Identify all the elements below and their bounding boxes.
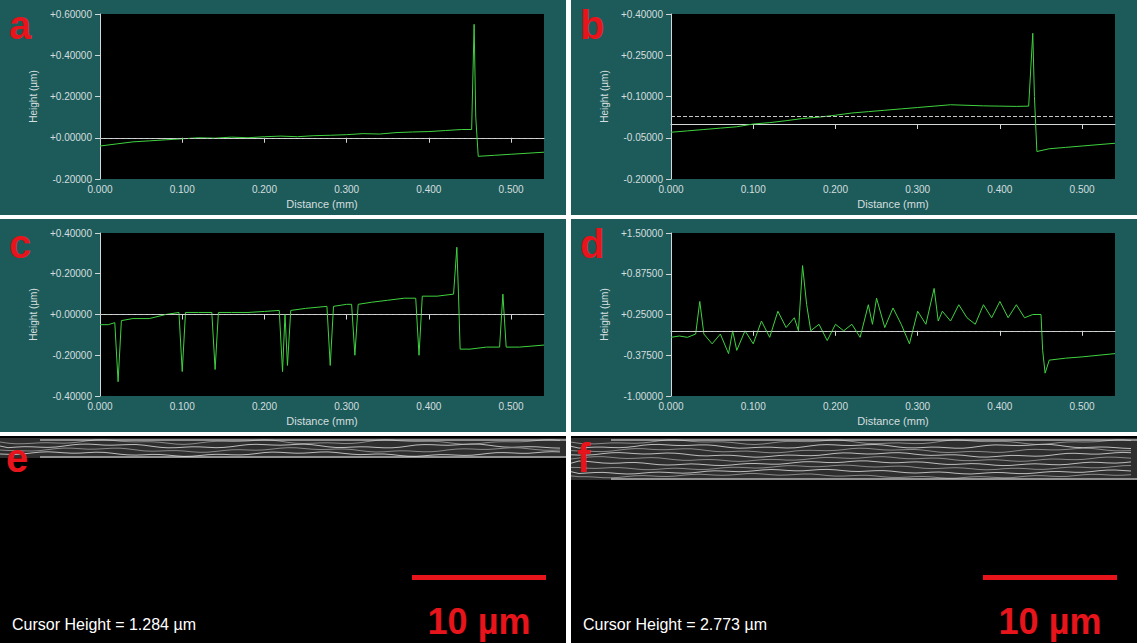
svg-text:0.300: 0.300	[905, 401, 930, 412]
svg-text:0.000: 0.000	[658, 184, 683, 195]
svg-text:0.200: 0.200	[823, 401, 848, 412]
svg-text:0.000: 0.000	[658, 401, 683, 412]
svg-text:+0.40000: +0.40000	[50, 50, 92, 61]
svg-text:Distance (mm): Distance (mm)	[286, 198, 358, 210]
svg-text:0.300: 0.300	[905, 184, 930, 195]
svg-text:+0.25000: +0.25000	[621, 50, 663, 61]
svg-text:+1.50000: +1.50000	[621, 228, 663, 239]
svg-text:0.500: 0.500	[1070, 401, 1095, 412]
svg-text:0.100: 0.100	[170, 401, 195, 412]
svg-text:-0.20000: -0.20000	[53, 174, 93, 185]
svg-text:+0.60000: +0.60000	[50, 9, 92, 20]
svg-text:0.100: 0.100	[741, 184, 766, 195]
svg-text:Distance (mm): Distance (mm)	[286, 415, 358, 427]
svg-text:0.300: 0.300	[334, 401, 359, 412]
svg-text:Cursor Height = 2.773 µm: Cursor Height = 2.773 µm	[583, 616, 767, 633]
svg-text:0.300: 0.300	[334, 184, 359, 195]
svg-text:0.500: 0.500	[499, 184, 524, 195]
svg-text:+0.10000: +0.10000	[621, 91, 663, 102]
svg-text:f: f	[577, 436, 591, 480]
svg-text:Height (µm): Height (µm)	[599, 70, 610, 122]
svg-text:0.200: 0.200	[252, 184, 277, 195]
svg-text:-1.00000: -1.00000	[624, 391, 664, 402]
svg-text:-0.05000: -0.05000	[624, 132, 664, 143]
svg-text:+0.20000: +0.20000	[50, 268, 92, 279]
svg-text:+0.25000: +0.25000	[621, 309, 663, 320]
svg-text:0.000: 0.000	[87, 184, 112, 195]
svg-text:b: b	[580, 3, 604, 47]
svg-text:0.400: 0.400	[416, 184, 441, 195]
svg-text:0.400: 0.400	[987, 184, 1012, 195]
svg-text:Height (µm): Height (µm)	[28, 70, 39, 122]
svg-text:Distance (mm): Distance (mm)	[857, 198, 929, 210]
svg-text:-0.37500: -0.37500	[624, 350, 664, 361]
svg-text:+0.00000: +0.00000	[50, 309, 92, 320]
svg-text:Height (µm): Height (µm)	[599, 288, 610, 340]
svg-text:0.100: 0.100	[170, 184, 195, 195]
svg-text:+0.20000: +0.20000	[50, 91, 92, 102]
svg-text:c: c	[9, 222, 31, 266]
svg-text:0.200: 0.200	[823, 184, 848, 195]
svg-text:-0.20000: -0.20000	[624, 174, 664, 185]
svg-text:a: a	[9, 3, 32, 47]
svg-text:+0.40000: +0.40000	[50, 228, 92, 239]
svg-text:-0.40000: -0.40000	[53, 391, 93, 402]
svg-text:Height (µm): Height (µm)	[28, 288, 39, 340]
svg-text:0.100: 0.100	[741, 401, 766, 412]
svg-text:0.500: 0.500	[499, 401, 524, 412]
svg-text:0.000: 0.000	[87, 401, 112, 412]
svg-text:-0.20000: -0.20000	[53, 350, 93, 361]
svg-text:Distance (mm): Distance (mm)	[857, 415, 929, 427]
svg-text:d: d	[580, 222, 604, 266]
svg-text:e: e	[6, 436, 28, 480]
svg-text:10 µm: 10 µm	[999, 601, 1102, 642]
svg-text:10 µm: 10 µm	[428, 601, 531, 642]
svg-text:0.500: 0.500	[1070, 184, 1095, 195]
svg-text:+0.87500: +0.87500	[621, 268, 663, 279]
svg-text:0.400: 0.400	[987, 401, 1012, 412]
svg-text:+0.00000: +0.00000	[50, 132, 92, 143]
svg-text:Cursor Height = 1.284 µm: Cursor Height = 1.284 µm	[12, 616, 196, 633]
svg-text:+0.40000: +0.40000	[621, 9, 663, 20]
svg-text:0.400: 0.400	[416, 401, 441, 412]
svg-text:0.200: 0.200	[252, 401, 277, 412]
